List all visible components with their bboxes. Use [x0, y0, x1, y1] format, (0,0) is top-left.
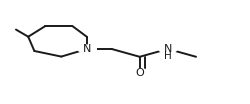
Text: N: N — [164, 44, 172, 54]
Circle shape — [78, 45, 96, 53]
Text: H: H — [164, 51, 172, 61]
Text: O: O — [135, 68, 144, 78]
Circle shape — [161, 53, 175, 59]
Circle shape — [158, 45, 177, 53]
Text: N: N — [83, 44, 91, 54]
Circle shape — [130, 69, 149, 76]
